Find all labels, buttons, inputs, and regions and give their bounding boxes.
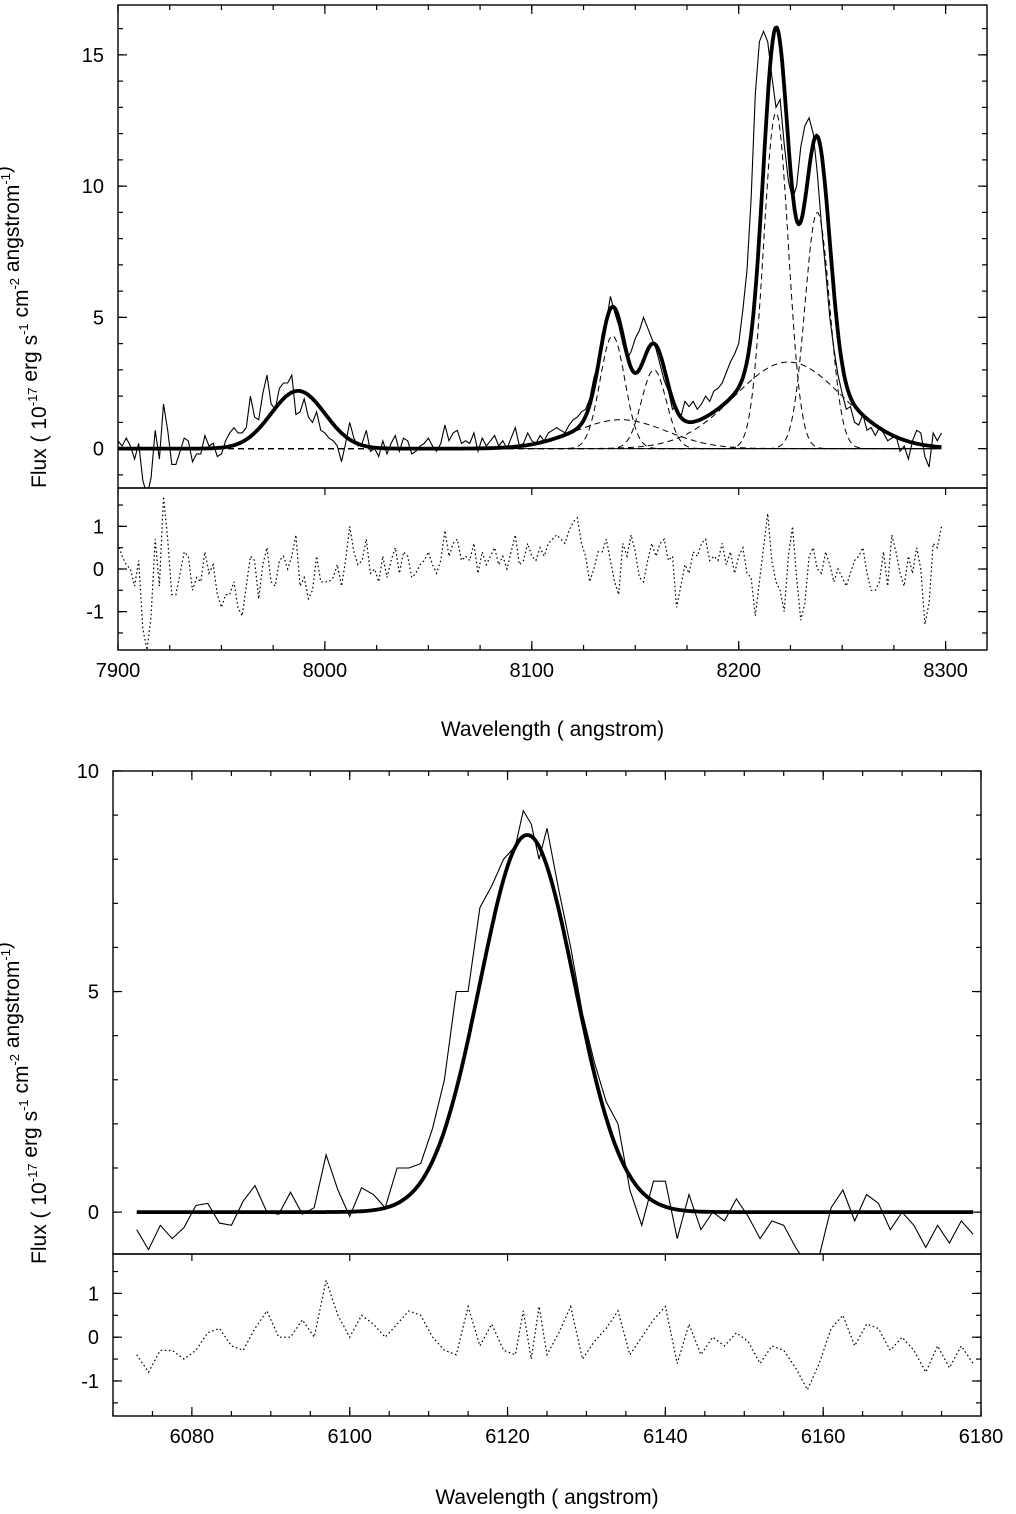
gaussian-component-line (118, 335, 942, 450)
y-axis-title-exponent: -17 (25, 387, 40, 406)
main-plot-frame (112, 770, 982, 1255)
total-fit-line (118, 25, 942, 451)
resid-y-tick-label: 1 (93, 516, 104, 538)
top-spectrum-panel: 7900 8000 8100 8200 8300 0 5 10 15 -1 0 1 Wavelength… (0, 4, 988, 741)
gaussian-component-line (118, 112, 942, 450)
observed-spectrum-line (118, 29, 942, 488)
resid-y-tick-label: 1 (88, 1283, 99, 1305)
y-axis-title-part: erg s (19, 1111, 42, 1164)
y-axis-title-part: angstrom (1, 185, 24, 278)
y-axis-title-exponent: -2 (7, 278, 22, 290)
x-tick-label: 8100 (510, 660, 555, 682)
y-axis-title-exponent: -17 (25, 1163, 40, 1182)
x-tick-label: 7900 (96, 660, 141, 682)
resid-y-tick-label: -1 (86, 602, 104, 624)
y-axis-title-exponent: -1 (16, 323, 31, 335)
x-tick-label: 6160 (801, 1426, 846, 1448)
x-tick-label: 6180 (959, 1426, 1004, 1448)
y-axis-title-part: Flux ( 10 (28, 1182, 51, 1264)
main-y-tick-label: 10 (82, 176, 104, 198)
x-tick-label: 6100 (327, 1426, 372, 1448)
y-axis-title-part: ) (0, 166, 15, 173)
y-axis-title-part: Flux ( 10 (28, 406, 51, 488)
x-tick-label: 8300 (923, 660, 968, 682)
y-axis-title-part: ) (0, 942, 15, 949)
y-axis-title: Flux ( 10-17 erg s-1 cm-2 angstrom-1) (0, 166, 51, 488)
residual-line (118, 496, 943, 650)
y-axis-title-part: erg s (19, 335, 42, 388)
y-axis-title: Flux ( 10-17 erg s-1 cm-2 angstrom-1) (0, 942, 51, 1264)
total-fit-line (136, 833, 974, 1214)
x-tick-label: 6120 (485, 1426, 530, 1448)
bottom-spectrum-panel: 6080 6100 6120 6140 6160 6180 0 5 10 -1 0 1 Waveleng… (0, 761, 1003, 1509)
main-y-tick-label: 15 (82, 45, 104, 67)
y-axis-title-exponent: -2 (7, 1054, 22, 1066)
main-y-tick-label: 5 (93, 307, 104, 329)
y-axis-title-exponent: -1 (0, 173, 13, 185)
y-axis-title-part: cm (10, 290, 33, 324)
gaussian-component-line (118, 390, 942, 450)
x-axis-title: Wavelength ( angstrom) (435, 1486, 658, 1509)
residual-plot-frame (117, 487, 988, 651)
x-tick-label: 8000 (303, 660, 348, 682)
residual-plot-area (118, 496, 943, 650)
residual-plot-area (136, 1278, 974, 1392)
resid-y-tick-label: 0 (88, 1327, 99, 1349)
x-axis-title: Wavelength ( angstrom) (441, 718, 664, 741)
y-axis-title-exponent: -1 (16, 1099, 31, 1111)
main-plot-area (136, 809, 974, 1254)
x-tick-label: 6140 (643, 1426, 688, 1448)
resid-y-tick-label: 0 (93, 559, 104, 581)
residual-line (136, 1278, 974, 1392)
main-y-tick-label: 10 (77, 761, 99, 783)
main-y-tick-label: 0 (93, 439, 104, 461)
x-tick-label: 6080 (170, 1426, 215, 1448)
observed-spectrum-line (136, 809, 974, 1254)
residual-plot-frame (112, 1253, 982, 1417)
gaussian-component-line (118, 361, 942, 450)
x-tick-label: 8200 (716, 660, 761, 682)
resid-y-tick-label: -1 (81, 1371, 99, 1393)
y-axis-title-part: angstrom (1, 961, 24, 1054)
main-plot-area (118, 25, 942, 488)
gaussian-component-line (118, 212, 942, 450)
y-axis-title-part: cm (10, 1066, 33, 1100)
main-y-tick-label: 5 (88, 982, 99, 1004)
main-y-tick-label: 0 (88, 1202, 99, 1224)
y-axis-title-exponent: -1 (0, 949, 13, 961)
